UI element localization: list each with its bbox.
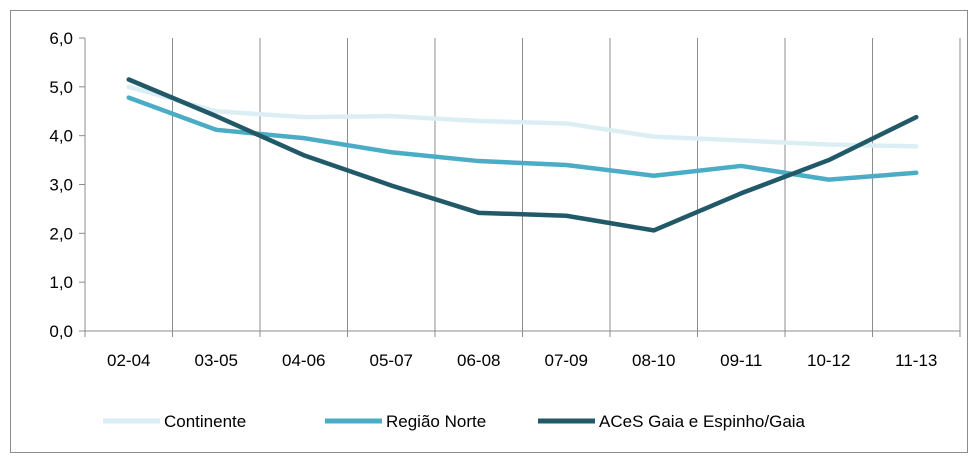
x-tick-label: 02-04 [107,351,150,370]
legend-label: ACeS Gaia e Espinho/Gaia [599,412,806,431]
series-line-1 [126,84,919,149]
x-tick-label: 10-12 [807,351,850,370]
y-tick-label: 1,0 [49,273,73,292]
axes [79,37,961,337]
x-tick-label: 08-10 [632,351,675,370]
y-tick-label: 3,0 [49,176,73,195]
chart-frame [10,10,968,453]
legend-item-2: Região Norte [325,412,486,431]
series-1 [126,84,919,149]
y-tick-labels: 0,0 1,0 2,0 3,0 4,0 5,0 6,0 [49,29,73,341]
x-tick-label: 06-08 [457,351,500,370]
gridlines [172,38,961,331]
legend-label: Região Norte [386,412,486,431]
y-tick-label: 5,0 [49,78,73,97]
legend-item-3: ACeS Gaia e Espinho/Gaia [538,412,806,431]
legend-item-1: Continente [103,412,246,431]
y-tick-label: 6,0 [49,29,73,48]
y-tick-label: 0,0 [49,322,73,341]
x-tick-label: 09-11 [720,351,762,370]
series-lines [126,77,919,233]
x-tick-labels: 02-04 03-05 04-06 05-07 06-08 07-09 08-10 09-11… [107,351,937,370]
series-3 [126,77,919,233]
x-tick-label: 07-09 [545,351,588,370]
x-tick-label: 04-06 [282,351,325,370]
y-tick-label: 2,0 [49,224,73,243]
x-tick-label: 11-13 [895,351,937,370]
series-line-3 [126,77,919,233]
legend-label: Continente [164,412,246,431]
legend: Continente Região Norte ACeS Gaia e Espinh… [103,412,806,431]
y-tick-label: 4,0 [49,127,73,146]
x-tick-label: 05-07 [370,351,413,370]
x-tick-label: 03-05 [195,351,238,370]
